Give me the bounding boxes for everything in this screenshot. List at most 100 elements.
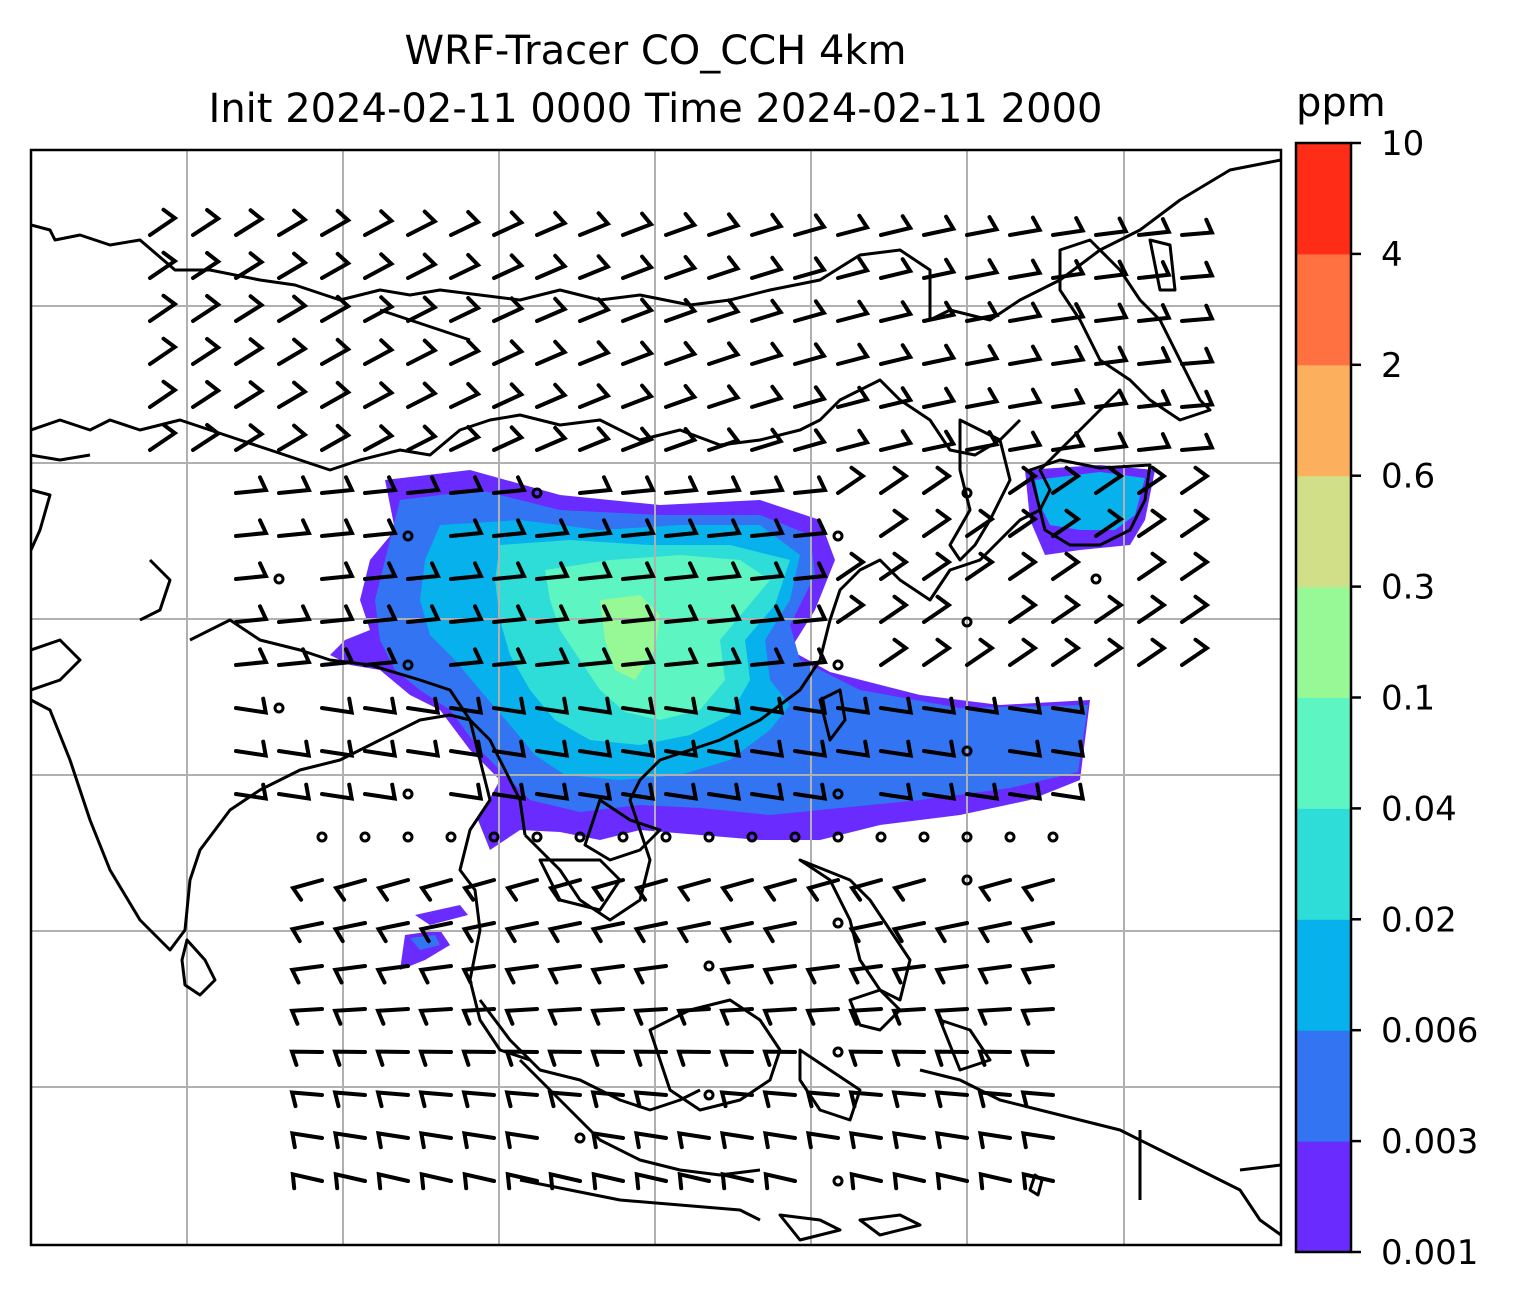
wind-barb	[879, 739, 914, 758]
wind-barb	[320, 739, 355, 758]
wind-barb	[664, 341, 698, 366]
colorbar-segment	[1296, 253, 1351, 366]
wind-barb	[664, 696, 699, 715]
wind-barb	[418, 878, 453, 902]
wind-barb	[578, 782, 613, 801]
wind-barb	[277, 380, 309, 409]
wind-barb	[879, 429, 914, 452]
wind-barb	[578, 297, 612, 323]
wind-barb	[922, 508, 953, 538]
wind-barb	[621, 211, 655, 237]
wind-barb	[449, 475, 484, 495]
wind-barb	[621, 340, 655, 366]
wind-barb	[664, 647, 699, 667]
wind-barb	[449, 782, 484, 801]
wind-barb	[793, 475, 828, 495]
wind-barb	[977, 964, 1012, 985]
wind-barb	[922, 594, 953, 624]
wind-barb	[707, 475, 742, 495]
wind-barb	[1137, 303, 1172, 323]
wind-barb	[934, 1090, 969, 1109]
wind-barb	[793, 428, 828, 452]
wind-barb	[707, 696, 742, 715]
wind-barb	[1008, 696, 1043, 715]
wind-barb	[1051, 345, 1086, 366]
wind-barb	[234, 475, 269, 495]
wind-barb	[320, 782, 355, 801]
wind-barb	[664, 255, 698, 280]
wind-barb	[578, 604, 613, 624]
wind-barb	[578, 518, 613, 538]
calm-wind-marker	[832, 831, 844, 843]
wind-barb	[621, 297, 655, 323]
colorbar-unit-label: ppm	[1296, 80, 1386, 126]
wind-barb	[449, 339, 482, 366]
colorbar-segment	[1296, 1141, 1351, 1253]
wind-barb	[277, 208, 309, 237]
wind-barb	[934, 1049, 969, 1067]
calm-wind-marker	[531, 831, 543, 843]
wind-barb	[634, 1171, 668, 1191]
wind-barb	[805, 1130, 840, 1150]
wind-barb	[879, 386, 914, 409]
wind-barb	[148, 422, 179, 452]
wind-barb	[1180, 260, 1215, 280]
wind-barb	[535, 696, 570, 715]
colorbar-tick-label: 0.3	[1381, 568, 1435, 608]
wind-barb	[676, 1130, 711, 1150]
wind-barb	[419, 1171, 453, 1191]
wind-barb	[762, 1049, 797, 1067]
wind-barb	[406, 424, 439, 452]
wind-barb	[535, 561, 570, 581]
wind-barb	[191, 380, 222, 409]
calm-wind-marker	[402, 831, 414, 843]
wind-barb	[762, 1130, 797, 1150]
wind-barb	[1094, 637, 1125, 667]
wind-barb	[621, 647, 656, 667]
calm-wind-marker	[875, 831, 887, 843]
wind-barb	[762, 921, 797, 944]
wind-barb	[1094, 594, 1125, 624]
wind-barb	[289, 964, 324, 985]
wind-barb	[449, 561, 484, 581]
wind-barb	[793, 299, 828, 323]
wind-barb	[406, 561, 441, 581]
wind-barb	[750, 739, 785, 758]
wind-barb	[1137, 594, 1168, 624]
wind-barb	[965, 508, 996, 538]
wind-barb	[848, 1049, 883, 1067]
wind-barb	[234, 251, 265, 280]
wind-barb	[492, 210, 525, 237]
wind-barb	[922, 429, 957, 452]
wind-barb	[879, 465, 910, 495]
wind-barb	[1008, 637, 1039, 667]
calm-wind-marker	[273, 702, 285, 714]
colorbar-segment	[1296, 808, 1351, 920]
wind-barb	[504, 1090, 539, 1109]
wind-barb	[1020, 921, 1055, 944]
wind-barb	[535, 210, 568, 237]
wind-barb	[805, 1090, 840, 1109]
wind-barb	[977, 1007, 1012, 1026]
wind-barb	[277, 782, 312, 801]
wind-barb	[965, 301, 1000, 323]
wind-barb	[707, 782, 742, 801]
wind-barb	[290, 1171, 324, 1191]
wind-barb	[418, 1007, 453, 1026]
wind-barb	[664, 475, 699, 495]
wind-barb	[922, 386, 957, 409]
wind-barb	[320, 251, 352, 280]
wind-barb	[1008, 465, 1039, 495]
wind-barb	[750, 427, 784, 452]
wind-barb	[719, 878, 754, 902]
wind-barb	[363, 424, 395, 452]
wind-barb	[234, 739, 269, 758]
wind-barb	[922, 637, 953, 667]
wind-barb	[707, 561, 742, 581]
wind-barb	[148, 207, 179, 237]
colorbar-tick-label: 0.6	[1381, 457, 1435, 497]
wind-barb	[1008, 301, 1043, 323]
calm-wind-marker	[617, 831, 629, 843]
calm-wind-marker	[918, 831, 930, 843]
